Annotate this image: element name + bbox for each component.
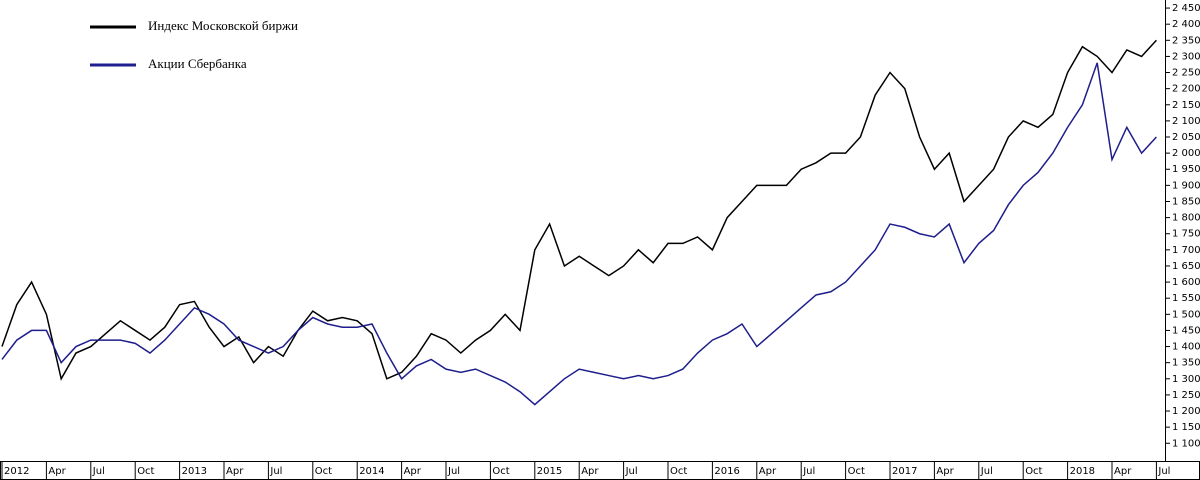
y-tick-label: 1 900 (1172, 180, 1200, 191)
series-line (1, 62, 1157, 406)
y-tick-label: 1 550 (1172, 293, 1200, 304)
y-tick-label: 1 650 (1172, 261, 1200, 272)
x-tick-label: Oct (492, 466, 509, 477)
x-tick-label: 2012 (4, 466, 29, 477)
y-tick-label: 2 250 (1172, 68, 1200, 79)
x-tick-label: Jul (980, 466, 993, 477)
x-tick-label: Jul (269, 466, 282, 477)
y-tick-label: 2 200 (1172, 84, 1200, 95)
x-tick-label: 2015 (537, 466, 562, 477)
x-tick-label: Oct (670, 466, 687, 477)
x-tick-label: Oct (137, 466, 154, 477)
x-tick-label: Jul (447, 466, 460, 477)
y-tick-label: 1 750 (1172, 229, 1200, 240)
x-tick-label: Jul (802, 466, 815, 477)
x-tick-label: 2014 (359, 466, 384, 477)
y-tick-label: 1 300 (1172, 374, 1200, 385)
y-tick-label: 1 450 (1172, 325, 1200, 336)
x-tick-label: 2013 (182, 466, 207, 477)
legend-label: Индекс Московской биржи (148, 18, 298, 33)
x-tick-label: Apr (581, 466, 599, 477)
y-tick-label: 1 700 (1172, 245, 1200, 256)
x-tick-label: 2018 (1070, 466, 1095, 477)
x-tick-label: 2017 (892, 466, 917, 477)
y-tick-label: 1 600 (1172, 277, 1200, 288)
x-tick-label: Apr (936, 466, 954, 477)
x-tick-label: Apr (759, 466, 777, 477)
y-tick-label: 2 150 (1172, 100, 1200, 111)
y-tick-label: 1 950 (1172, 164, 1200, 175)
x-tick-label: Jul (92, 466, 105, 477)
x-tick-label: Oct (848, 466, 865, 477)
x-tick-label: Apr (404, 466, 422, 477)
x-tick-label: Oct (315, 466, 332, 477)
x-tick-label: Apr (48, 466, 66, 477)
x-axis-strip (0, 461, 1200, 480)
y-tick-label: 1 400 (1172, 342, 1200, 353)
y-tick-label: 2 350 (1172, 35, 1200, 46)
series-line (1, 39, 1157, 381)
y-tick-label: 1 800 (1172, 213, 1200, 224)
y-tick-label: 1 850 (1172, 196, 1200, 207)
y-tick-label: 1 200 (1172, 406, 1200, 417)
y-tick-label: 2 450 (1172, 3, 1200, 14)
y-tick-label: 2 050 (1172, 132, 1200, 143)
y-tick-label: 1 100 (1172, 438, 1200, 449)
y-tick-label: 2 300 (1172, 51, 1200, 62)
y-tick-label: 2 100 (1172, 116, 1200, 127)
y-tick-label: 1 250 (1172, 390, 1200, 401)
x-tick-label: Jul (1157, 466, 1170, 477)
y-tick-label: 2 400 (1172, 19, 1200, 30)
legend-label: Акции Сбербанка (148, 56, 247, 71)
y-tick-label: 1 150 (1172, 422, 1200, 433)
y-tick-label: 1 500 (1172, 309, 1200, 320)
y-tick-label: 1 350 (1172, 358, 1200, 369)
x-tick-label: Apr (226, 466, 244, 477)
x-tick-label: Oct (1025, 466, 1042, 477)
x-tick-label: Apr (1114, 466, 1132, 477)
y-tick-label: 2 000 (1172, 148, 1200, 159)
x-tick-label: 2016 (714, 466, 739, 477)
x-tick-label: Jul (625, 466, 638, 477)
